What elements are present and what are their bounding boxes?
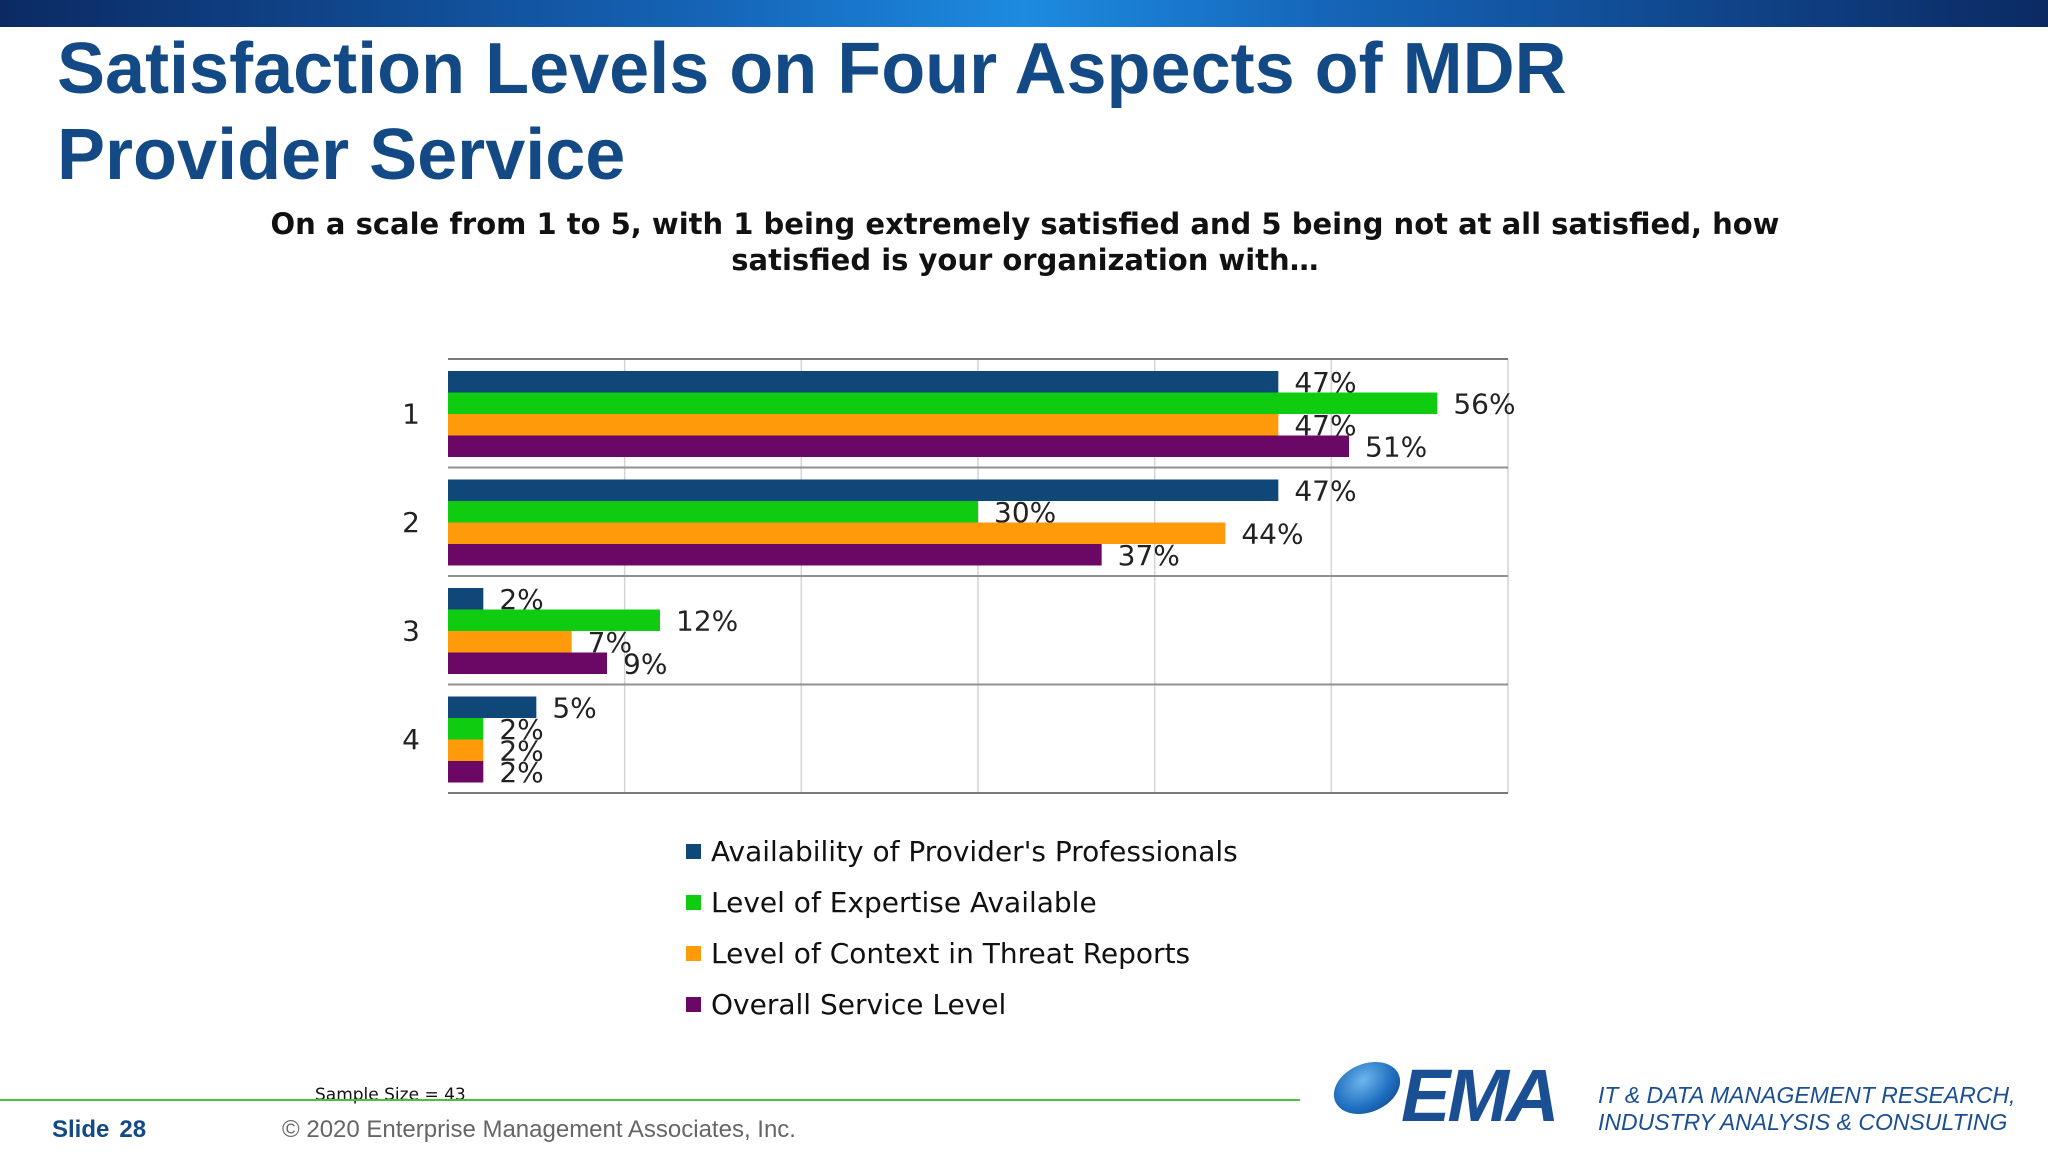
legend-entry: Availability of Provider's Professionals: [686, 826, 1586, 877]
bar: [448, 609, 660, 631]
category-label: 2: [402, 506, 420, 539]
top-gradient-bar: [0, 0, 2048, 27]
legend-label: Level of Context in Threat Reports: [711, 937, 1191, 970]
legend-swatch: [686, 844, 701, 859]
bar: [448, 414, 1279, 436]
legend-label: Availability of Provider's Professionals: [711, 835, 1238, 868]
data-label: 2%: [499, 713, 543, 746]
sample-size: Sample Size = 43: [315, 1085, 466, 1105]
legend-swatch: [686, 895, 701, 910]
bar: [448, 479, 1279, 501]
category-label: 3: [402, 614, 420, 647]
legend-swatch: [686, 946, 701, 961]
legend-label: Overall Service Level: [711, 988, 1007, 1021]
bar: [448, 392, 1438, 414]
data-label: 5%: [552, 691, 596, 724]
ema-logo: EMA: [1326, 1054, 1565, 1138]
data-label: 2%: [499, 734, 543, 767]
legend-entry: Level of Expertise Available: [686, 877, 1586, 928]
tagline-line-1: IT & DATA MANAGEMENT RESEARCH,: [1598, 1082, 2016, 1108]
legend-label: Level of Expertise Available: [711, 886, 1097, 919]
bar: [448, 435, 1349, 457]
ema-logo-mark-icon: [1326, 1062, 1408, 1114]
slide-number: 28: [119, 1116, 147, 1143]
category-label: 4: [402, 723, 420, 756]
bar: [448, 501, 978, 523]
data-label: 2%: [499, 756, 543, 789]
footer-divider: [0, 1099, 1300, 1101]
slide-number-label: Slide 28: [52, 1116, 156, 1144]
slide-title: Satisfaction Levels on Four Aspects of M…: [57, 29, 1567, 195]
slide-label-text: Slide: [52, 1116, 110, 1143]
bar: [448, 631, 572, 653]
legend-entry: Overall Service Level: [686, 979, 1586, 1030]
bar: [448, 371, 1279, 393]
bar: [448, 761, 484, 783]
data-label: 9%: [623, 647, 667, 680]
legend-swatch: [686, 997, 701, 1012]
data-label: 44%: [1241, 517, 1303, 550]
legend-entry: Level of Context in Threat Reports: [686, 928, 1586, 979]
data-label: 12%: [676, 604, 738, 637]
bar: [448, 544, 1102, 566]
bar: [448, 522, 1226, 544]
tagline-line-2: INDUSTRY ANALYSIS & CONSULTING: [1598, 1109, 2008, 1135]
bar: [448, 696, 537, 718]
bar: [448, 652, 607, 674]
ema-logo-text: EMA: [1401, 1054, 1559, 1137]
data-label: 47%: [1294, 474, 1356, 507]
chart-legend: Availability of Provider's Professionals…: [686, 826, 1586, 1030]
data-label: 56%: [1453, 387, 1515, 420]
company-tagline: IT & DATA MANAGEMENT RESEARCH, INDUSTRY …: [1598, 1082, 2038, 1136]
data-label: 51%: [1365, 430, 1427, 463]
data-label: 37%: [1118, 539, 1180, 572]
copyright-notice: © 2020 Enterprise Management Associates,…: [282, 1116, 796, 1143]
survey-question: On a scale from 1 to 5, with 1 being ext…: [270, 207, 1780, 277]
category-label: 1: [402, 397, 420, 430]
bar: [448, 739, 484, 761]
bar: [448, 588, 484, 610]
bar: [448, 718, 484, 740]
